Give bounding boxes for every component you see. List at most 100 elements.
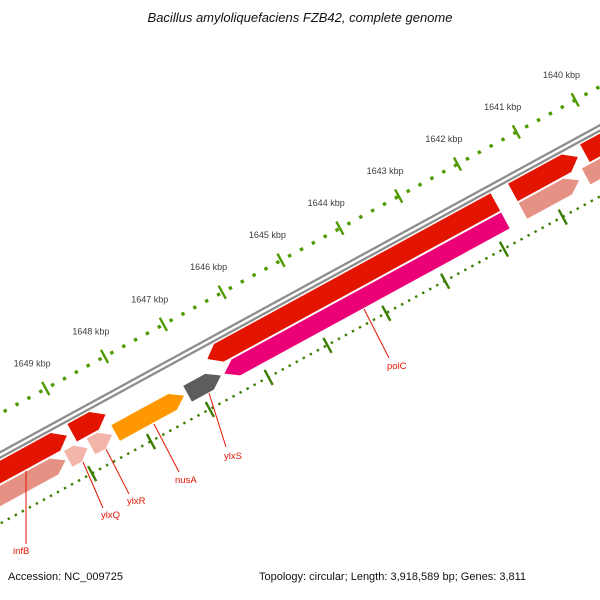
inner-ruler-dot bbox=[119, 455, 123, 460]
gene-ylxR-arrow bbox=[86, 432, 113, 455]
ruler-dot bbox=[417, 182, 423, 187]
ruler-dot bbox=[263, 266, 269, 271]
inner-ruler-dot bbox=[281, 367, 285, 372]
ruler-dot bbox=[133, 337, 138, 343]
ruler-dot bbox=[85, 363, 91, 368]
inner-ruler-dot bbox=[400, 302, 404, 306]
ruler-dot bbox=[488, 143, 494, 149]
ruler-dot bbox=[334, 227, 340, 233]
inner-ruler-dot bbox=[98, 467, 102, 471]
inner-ruler-dot bbox=[84, 475, 88, 479]
inner-ruler-dot bbox=[323, 344, 327, 349]
inner-ruler-dot bbox=[330, 340, 334, 345]
kbp-tick-label: 1641 kbp bbox=[484, 102, 521, 112]
ruler-dot bbox=[216, 292, 221, 297]
ruler-dot bbox=[14, 402, 20, 407]
kbp-tick-label: 1648 kbp bbox=[72, 326, 109, 336]
kbp-tick-inner bbox=[381, 305, 392, 322]
inner-ruler-dot bbox=[576, 206, 580, 211]
kbp-tick-label: 1649 kbp bbox=[14, 358, 51, 368]
inner-ruler-dot bbox=[379, 314, 383, 318]
inner-ruler-dot bbox=[477, 260, 482, 264]
inner-ruler-dot bbox=[533, 229, 538, 234]
inner-ruler-dot bbox=[470, 264, 475, 268]
inner-ruler-dot bbox=[344, 333, 348, 337]
inner-ruler-dot bbox=[133, 448, 137, 452]
accession-text: Accession: NC_009725 bbox=[8, 571, 123, 583]
kbp-tick-outer bbox=[570, 92, 580, 107]
ruler-dot bbox=[322, 234, 328, 239]
ruler-dot bbox=[168, 318, 174, 323]
ruler-dot bbox=[192, 305, 198, 310]
kbp-tick-label: 1645 kbp bbox=[249, 230, 286, 240]
gene-label-leader-ylxS bbox=[208, 392, 227, 448]
genome-summary-text: Topology: circular; Length: 3,918,589 bp… bbox=[259, 571, 527, 583]
inner-ruler-dot bbox=[154, 436, 158, 440]
kbp-tick-inner bbox=[145, 433, 157, 450]
inner-ruler-dot bbox=[56, 490, 60, 494]
inner-ruler-dot bbox=[21, 509, 25, 513]
ruler-dot bbox=[465, 156, 470, 162]
kbp-tick-outer bbox=[511, 124, 521, 140]
ruler-dot bbox=[405, 188, 411, 194]
inner-ruler-dot bbox=[231, 394, 236, 398]
inner-ruler-dot bbox=[126, 452, 130, 456]
ruler-dot bbox=[50, 382, 55, 388]
inner-ruler-dot bbox=[42, 497, 46, 502]
inner-ruler-dot bbox=[442, 279, 446, 283]
gene-red-arrow bbox=[207, 193, 501, 362]
ruler-dot bbox=[429, 175, 435, 181]
inner-ruler-dot bbox=[590, 199, 594, 203]
ruler-dot bbox=[394, 195, 399, 200]
gene-salmon-arrow bbox=[518, 178, 580, 219]
inner-ruler-dot bbox=[295, 360, 299, 364]
kbp-tick-outer bbox=[158, 317, 169, 332]
inner-ruler-dot bbox=[238, 390, 243, 395]
ruler-dot bbox=[299, 246, 304, 252]
gene-red-arrow bbox=[67, 411, 106, 442]
inner-ruler-dot bbox=[372, 318, 376, 322]
ruler-dot bbox=[97, 356, 103, 362]
inner-ruler-dot bbox=[224, 398, 229, 402]
inner-ruler-dot bbox=[519, 237, 524, 241]
kbp-tick-label: 1642 kbp bbox=[425, 134, 462, 144]
inner-ruler-dot bbox=[407, 298, 411, 303]
inner-ruler-dot bbox=[77, 478, 81, 483]
kbp-tick-outer bbox=[217, 285, 227, 300]
inner-ruler-dot bbox=[274, 371, 278, 375]
gene-label-nusA: nusA bbox=[175, 475, 197, 486]
gene-label-leader-ylxR bbox=[105, 448, 130, 495]
inner-ruler-dot bbox=[316, 348, 320, 352]
inner-ruler-dot bbox=[358, 325, 362, 329]
inner-ruler-dot bbox=[70, 482, 74, 486]
kbp-tick-inner bbox=[498, 241, 510, 258]
inner-ruler-dot bbox=[196, 413, 201, 417]
inner-ruler-dot bbox=[414, 295, 418, 299]
inner-ruler-dot bbox=[309, 352, 313, 356]
ruler-dot bbox=[251, 272, 257, 278]
gene-salmon-arrow bbox=[0, 458, 66, 514]
gene-ylxQ-arrow bbox=[63, 445, 88, 467]
inner-ruler-dot bbox=[63, 486, 67, 490]
inner-ruler-dot bbox=[288, 363, 292, 368]
kbp-tick-label: 1643 kbp bbox=[367, 166, 404, 176]
ruler-dot bbox=[121, 343, 127, 349]
gene-label-leader-polC bbox=[363, 308, 390, 359]
gene-ylxS-arrow bbox=[183, 373, 221, 402]
inner-ruler-dot bbox=[351, 329, 355, 333]
inner-ruler-dot bbox=[7, 517, 11, 521]
inner-ruler-dot bbox=[540, 226, 545, 230]
ruler-dot bbox=[441, 169, 447, 175]
ruler-dot bbox=[287, 253, 292, 259]
ruler-dot bbox=[536, 117, 541, 123]
gene-polC-arrow bbox=[224, 212, 510, 376]
kbp-tick-inner bbox=[322, 337, 333, 354]
inner-ruler-dot bbox=[421, 291, 425, 295]
inner-ruler-dot bbox=[253, 383, 257, 387]
inner-ruler-dot bbox=[161, 432, 165, 437]
inner-ruler-dot bbox=[484, 256, 489, 260]
inner-ruler-dot bbox=[456, 272, 460, 276]
ruler-dot bbox=[370, 208, 375, 213]
kbp-tick-outer bbox=[394, 188, 404, 204]
